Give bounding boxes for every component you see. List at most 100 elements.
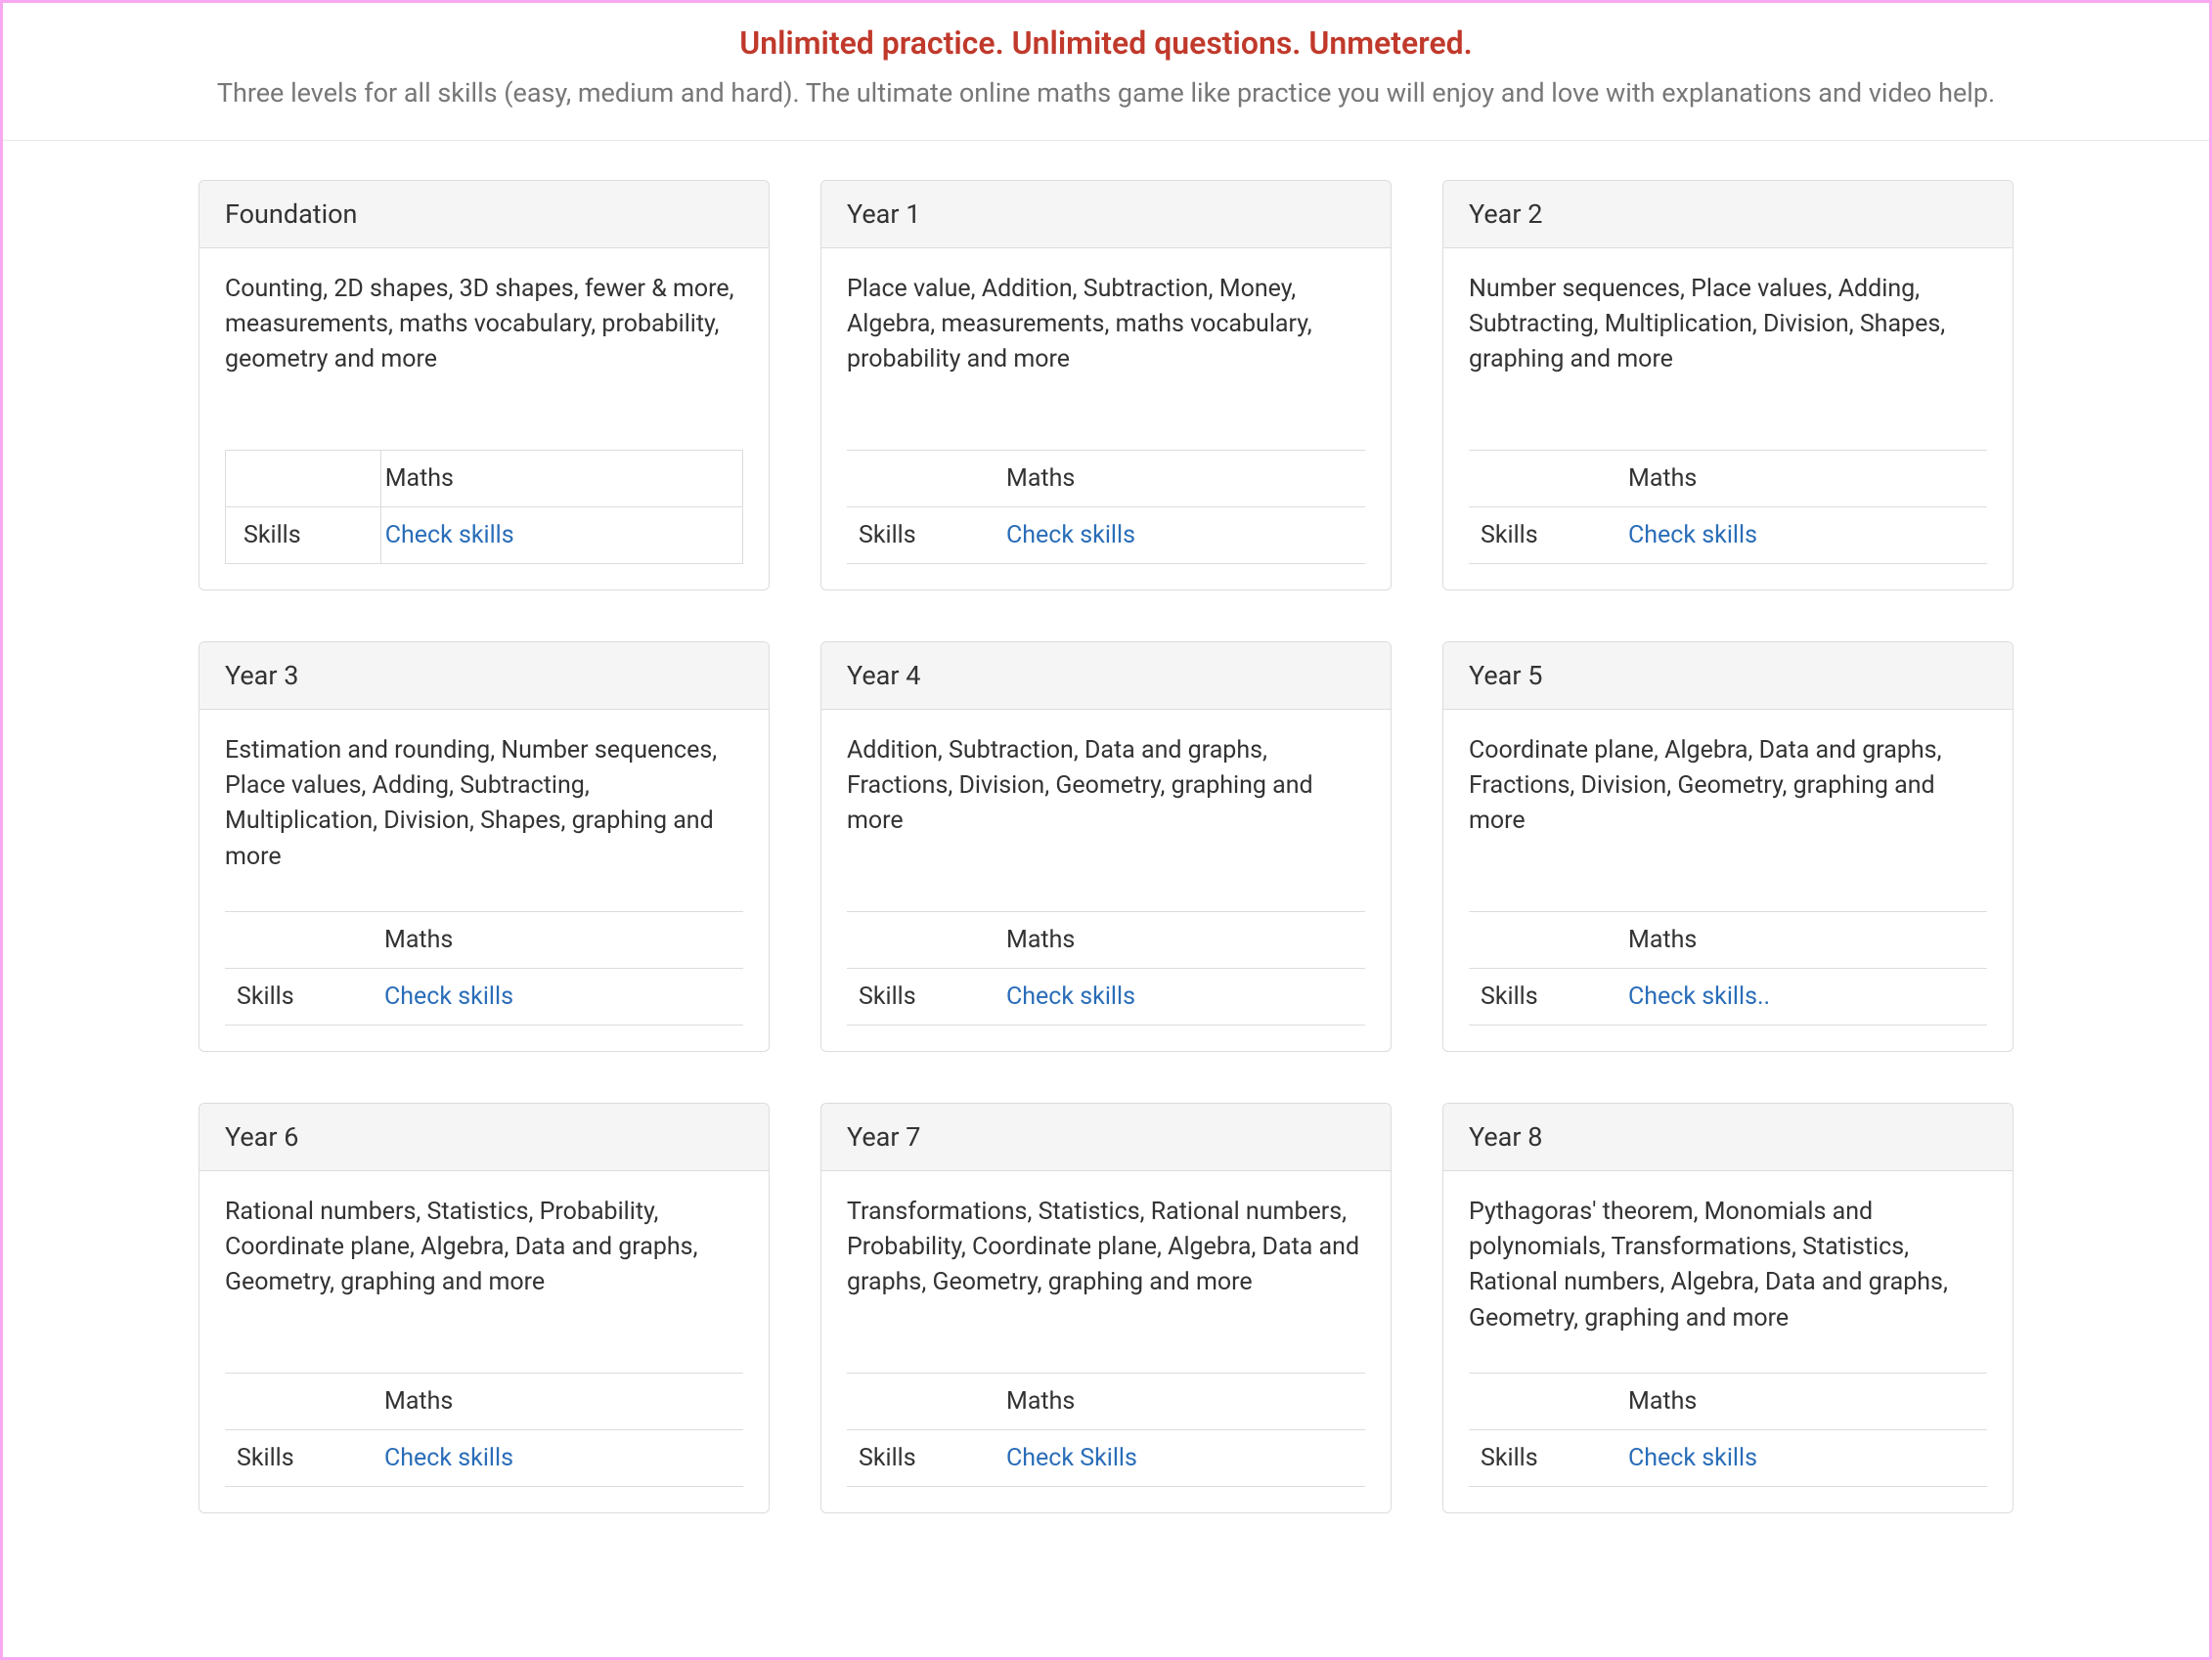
skills-table: MathsSkillsCheck skills	[1469, 450, 1987, 564]
table-row: SkillsCheck skills	[225, 968, 743, 1025]
page-subtitle: Three levels for all skills (easy, mediu…	[42, 75, 2170, 112]
card-title: Year 4	[821, 642, 1391, 710]
table-row-label: Skills	[847, 968, 1002, 1025]
table-row: Maths	[1469, 1373, 1987, 1429]
level-card: Year 7 Transformations, Statistics, Ratio…	[820, 1103, 1392, 1513]
table-row: Maths	[847, 450, 1365, 506]
card-title: Year 2	[1443, 181, 2013, 248]
skills-table: MathsSkillsCheck skills	[847, 911, 1365, 1026]
skills-table: MathsSkillsCheck skills..	[1469, 911, 1987, 1026]
card-title: Year 7	[821, 1104, 1391, 1171]
skills-table: MathsSkillsCheck skills	[225, 1373, 743, 1487]
table-cell-link: Check skills	[380, 968, 743, 1025]
card-title: Year 8	[1443, 1104, 2013, 1171]
card-body: Addition, Subtraction, Data and graphs, …	[821, 710, 1391, 1051]
card-description: Counting, 2D shapes, 3D shapes, fewer & …	[225, 272, 743, 418]
card-title: Year 1	[821, 181, 1391, 248]
table-row: Maths	[1469, 911, 1987, 968]
table-header-empty	[225, 911, 380, 968]
table-cell-link: Check skills	[1624, 1429, 1987, 1486]
card-body: Pythagoras' theorem, Monomials and polyn…	[1443, 1171, 2013, 1512]
card-body: Counting, 2D shapes, 3D shapes, fewer & …	[199, 248, 769, 590]
table-cell-link: Check skills	[1002, 506, 1365, 563]
check-skills-link[interactable]: Check skills	[1628, 521, 1757, 549]
table-row-label: Skills	[225, 1429, 380, 1486]
table-header-maths: Maths	[1624, 911, 1987, 968]
card-title: Foundation	[199, 181, 769, 248]
level-card: Foundation Counting, 2D shapes, 3D shapes…	[199, 180, 770, 590]
table-row: SkillsCheck skills	[225, 1429, 743, 1486]
table-row: Maths	[226, 450, 743, 506]
table-row-label: Skills	[1469, 968, 1624, 1025]
card-body: Place value, Addition, Subtraction, Mone…	[821, 248, 1391, 590]
table-cell-link: Check skills	[1002, 968, 1365, 1025]
card-title: Year 6	[199, 1104, 769, 1171]
table-row: SkillsCheck skills	[226, 506, 743, 563]
card-title: Year 5	[1443, 642, 2013, 710]
table-header-empty	[1469, 1373, 1624, 1429]
card-description: Place value, Addition, Subtraction, Mone…	[847, 272, 1365, 418]
card-title: Year 3	[199, 642, 769, 710]
card-description: Number sequences, Place values, Adding, …	[1469, 272, 1987, 418]
table-cell-link: Check Skills	[1002, 1429, 1365, 1486]
table-row-label: Skills	[225, 968, 380, 1025]
card-description: Pythagoras' theorem, Monomials and polyn…	[1469, 1195, 1987, 1341]
check-skills-link[interactable]: Check Skills	[1006, 1444, 1137, 1472]
table-row-label: Skills	[1469, 506, 1624, 563]
card-body: Coordinate plane, Algebra, Data and grap…	[1443, 710, 2013, 1051]
table-row: Maths	[225, 1373, 743, 1429]
level-card: Year 1 Place value, Addition, Subtraction…	[820, 180, 1392, 590]
table-header-maths: Maths	[1624, 450, 1987, 506]
table-header-empty	[1469, 450, 1624, 506]
table-row: Maths	[225, 911, 743, 968]
table-header-maths: Maths	[380, 1373, 743, 1429]
level-card: Year 8 Pythagoras' theorem, Monomials and…	[1442, 1103, 2013, 1513]
table-row-label: Skills	[847, 1429, 1002, 1486]
skills-table: MathsSkillsCheck skills	[1469, 1373, 1987, 1487]
table-row: SkillsCheck skills	[847, 506, 1365, 563]
check-skills-link[interactable]: Check skills	[1006, 521, 1135, 549]
level-card: Year 3 Estimation and rounding, Number se…	[199, 641, 770, 1052]
table-cell-link: Check skills	[380, 1429, 743, 1486]
table-row-label: Skills	[1469, 1429, 1624, 1486]
skills-table: MathsSkillsCheck Skills	[847, 1373, 1365, 1487]
table-row: SkillsCheck skills	[1469, 1429, 1987, 1486]
skills-table: MathsSkillsCheck skills	[225, 450, 743, 564]
check-skills-link[interactable]: Check skills	[1628, 1444, 1757, 1472]
card-body: Number sequences, Place values, Adding, …	[1443, 248, 2013, 590]
skills-table: MathsSkillsCheck skills	[225, 911, 743, 1026]
card-description: Transformations, Statistics, Rational nu…	[847, 1195, 1365, 1341]
table-row-label: Skills	[226, 506, 381, 563]
cards-grid: Foundation Counting, 2D shapes, 3D shapes…	[3, 141, 2209, 1562]
table-row: Maths	[1469, 450, 1987, 506]
level-card: Year 6Rational numbers, Statistics, Prob…	[199, 1103, 770, 1513]
table-header-maths: Maths	[380, 911, 743, 968]
level-card: Year 2 Number sequences, Place values, Ad…	[1442, 180, 2013, 590]
card-body: Estimation and rounding, Number sequence…	[199, 710, 769, 1051]
table-header-empty	[847, 911, 1002, 968]
table-cell-link: Check skills	[1624, 506, 1987, 563]
header-section: Unlimited practice. Unlimited questions.…	[3, 3, 2209, 141]
table-header-maths: Maths	[1002, 911, 1365, 968]
table-header-maths: Maths	[380, 450, 742, 506]
table-row: Maths	[847, 911, 1365, 968]
table-row: SkillsCheck skills	[1469, 506, 1987, 563]
table-cell-link: Check skills..	[1624, 968, 1987, 1025]
table-row: SkillsCheck skills..	[1469, 968, 1987, 1025]
table-row: SkillsCheck skills	[847, 968, 1365, 1025]
table-row: SkillsCheck Skills	[847, 1429, 1365, 1486]
check-skills-link[interactable]: Check skills	[384, 983, 513, 1011]
check-skills-link[interactable]: Check skills	[385, 521, 514, 549]
check-skills-link[interactable]: Check skills..	[1628, 983, 1770, 1011]
table-header-empty	[1469, 911, 1624, 968]
table-row: Maths	[847, 1373, 1365, 1429]
card-description: Addition, Subtraction, Data and graphs, …	[847, 733, 1365, 880]
check-skills-link[interactable]: Check skills	[384, 1444, 513, 1472]
table-row-label: Skills	[847, 506, 1002, 563]
table-header-maths: Maths	[1002, 450, 1365, 506]
check-skills-link[interactable]: Check skills	[1006, 983, 1135, 1011]
card-description: Estimation and rounding, Number sequence…	[225, 733, 743, 880]
table-header-maths: Maths	[1002, 1373, 1365, 1429]
skills-table: MathsSkillsCheck skills	[847, 450, 1365, 564]
page-title: Unlimited practice. Unlimited questions.…	[42, 24, 2170, 62]
